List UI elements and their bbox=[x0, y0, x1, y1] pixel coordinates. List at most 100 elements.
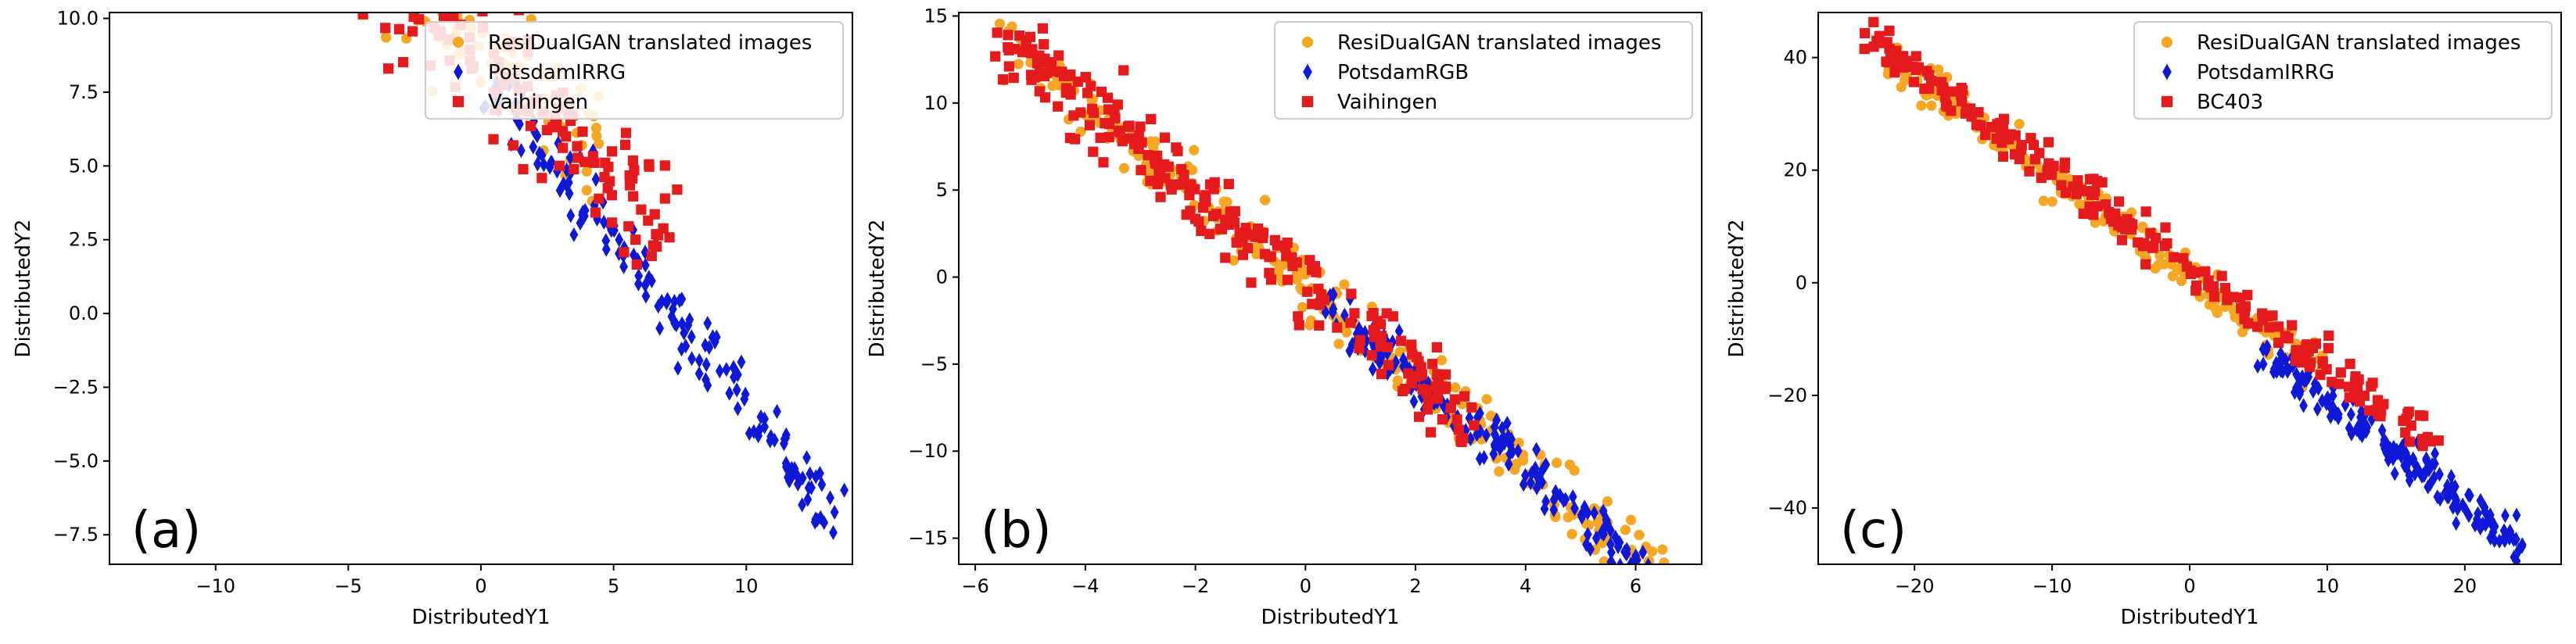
data-point bbox=[1403, 368, 1414, 379]
data-point bbox=[749, 424, 759, 439]
data-point bbox=[2495, 533, 2504, 549]
data-point bbox=[1908, 77, 1919, 88]
data-point bbox=[1406, 378, 1417, 389]
data-point bbox=[1096, 86, 1107, 98]
data-point bbox=[2510, 549, 2519, 564]
data-point bbox=[559, 176, 569, 191]
data-point bbox=[1940, 99, 1952, 110]
data-point bbox=[1644, 557, 1652, 564]
data-point bbox=[1258, 232, 1268, 244]
data-point bbox=[2283, 363, 2292, 379]
data-point bbox=[2208, 291, 2220, 302]
data-point bbox=[1469, 420, 1480, 431]
data-point bbox=[1936, 84, 1947, 96]
data-point bbox=[805, 466, 815, 481]
data-point bbox=[2304, 361, 2315, 372]
data-point bbox=[1480, 449, 1489, 466]
data-point bbox=[1901, 55, 1912, 66]
data-point bbox=[1566, 528, 1577, 540]
data-point bbox=[1302, 286, 1313, 297]
data-point bbox=[659, 160, 670, 171]
data-point bbox=[1143, 149, 1153, 161]
data-point bbox=[2401, 413, 2412, 424]
data-point bbox=[529, 139, 538, 155]
data-point bbox=[551, 119, 562, 130]
data-point bbox=[2280, 352, 2290, 368]
data-point bbox=[1986, 121, 1997, 133]
data-point bbox=[581, 184, 592, 196]
data-point bbox=[648, 273, 656, 289]
scatter-panel-3: −20 −10 0 10 20 −40 −20 0 20 40 DistributedY1 Distr… bbox=[1725, 12, 2562, 629]
x-tick-label: −10 bbox=[2032, 575, 2072, 597]
data-point bbox=[432, 2, 443, 13]
data-point bbox=[1607, 545, 1616, 560]
data-point bbox=[1458, 391, 1470, 402]
data-point bbox=[1229, 255, 1240, 266]
y-tick-label: −40 bbox=[1767, 497, 1807, 519]
data-point bbox=[630, 234, 641, 245]
y-tick-label: −15 bbox=[908, 528, 948, 549]
data-point bbox=[1259, 249, 1271, 259]
data-point bbox=[629, 165, 640, 176]
data-point bbox=[2481, 503, 2489, 520]
data-point bbox=[2276, 346, 2285, 362]
data-point bbox=[1311, 267, 1322, 277]
data-point bbox=[766, 433, 775, 449]
data-point bbox=[1466, 402, 1477, 413]
data-point bbox=[1211, 209, 1222, 220]
data-point bbox=[2189, 267, 2200, 278]
data-point bbox=[1647, 546, 1658, 557]
data-point bbox=[1598, 503, 1608, 519]
legend-label: ResiDualGAN translated images bbox=[1337, 31, 1661, 55]
data-point bbox=[760, 411, 770, 427]
data-point bbox=[1354, 343, 1365, 354]
data-point bbox=[703, 377, 712, 393]
data-point bbox=[2151, 232, 2162, 244]
legend-marker bbox=[452, 95, 465, 108]
data-point bbox=[1133, 143, 1144, 155]
data-point bbox=[2420, 464, 2430, 480]
data-point bbox=[1103, 131, 1114, 143]
data-point bbox=[565, 150, 575, 166]
data-point bbox=[1433, 374, 1444, 386]
data-point bbox=[2290, 385, 2299, 400]
data-point bbox=[508, 140, 519, 151]
x-tick-label: 5 bbox=[608, 575, 619, 597]
data-point bbox=[1240, 223, 1251, 234]
data-point bbox=[2276, 363, 2285, 378]
data-point bbox=[687, 351, 696, 367]
data-point bbox=[1561, 492, 1570, 507]
data-point bbox=[2514, 542, 2524, 558]
y-tick-label: 0.0 bbox=[69, 302, 99, 324]
data-point bbox=[2517, 538, 2527, 554]
data-point bbox=[1638, 544, 1648, 560]
data-point bbox=[1214, 224, 1226, 234]
data-point bbox=[1600, 520, 1609, 535]
data-point bbox=[1521, 467, 1530, 483]
data-point bbox=[2413, 462, 2423, 478]
data-point bbox=[732, 382, 741, 398]
data-point bbox=[2239, 313, 2250, 324]
data-point bbox=[703, 316, 712, 331]
data-point bbox=[798, 497, 807, 513]
data-point bbox=[994, 18, 1005, 29]
data-point bbox=[802, 449, 812, 466]
data-point bbox=[517, 142, 526, 159]
data-point bbox=[2451, 496, 2460, 512]
data-point bbox=[2150, 263, 2161, 274]
x-axis-label: DistributedY1 bbox=[412, 606, 551, 629]
y-tick-label: 15 bbox=[924, 5, 948, 27]
data-point bbox=[2302, 372, 2311, 388]
data-point bbox=[1118, 163, 1130, 174]
data-point bbox=[1425, 427, 1437, 438]
scatter-panel-2: −6 −4 −2 0 2 4 6 −15 −10 −5 0 5 10 15 DistributedY1 Dis… bbox=[866, 5, 1702, 629]
data-point bbox=[826, 490, 834, 506]
data-point bbox=[2345, 359, 2355, 370]
data-point bbox=[722, 362, 731, 377]
data-point bbox=[701, 372, 710, 388]
data-point bbox=[817, 477, 827, 492]
x-tick-label: 10 bbox=[734, 575, 759, 597]
data-point bbox=[1118, 65, 1129, 76]
data-point bbox=[1657, 544, 1668, 555]
data-point bbox=[1946, 86, 1957, 97]
